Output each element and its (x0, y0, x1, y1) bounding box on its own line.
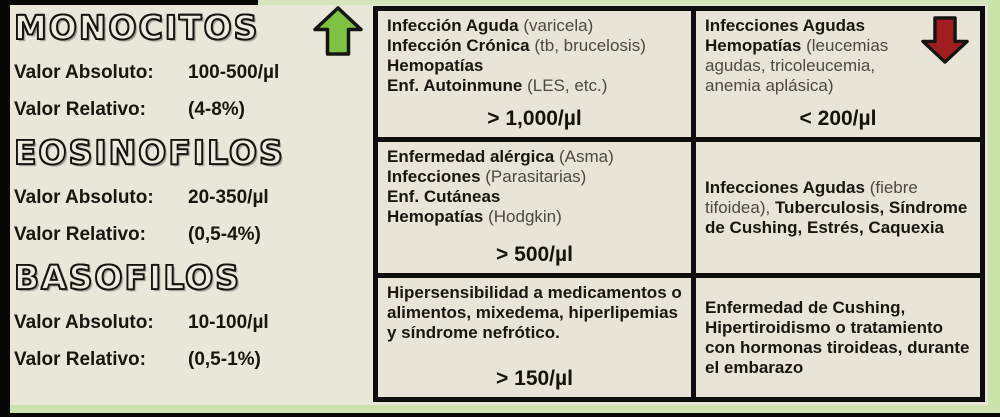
relative-value: (0,5-4%) (188, 224, 261, 245)
increase-arrow-icon (313, 6, 363, 56)
absolute-value-label: Valor Absoluto: (14, 187, 154, 208)
cell-threshold: > 1,000/µl (487, 107, 582, 131)
relative-value-row: Valor Relativo: (0,5-1%) (14, 349, 366, 371)
cell-eosinophils-high: Enfermedad alérgica (Asma) Infecciones (P… (378, 142, 691, 273)
bottom-frame-bar (0, 413, 1000, 417)
cell-lines: Hipersensibilidad a medicamentos o alime… (387, 283, 682, 343)
section-eosinophils: EOSINOFILOS Valor Absoluto: 20-350/µl Va… (13, 132, 366, 246)
absolute-value: 10-100/µl (188, 312, 269, 333)
relative-value-row: Valor Relativo: (4-8%) (14, 99, 366, 121)
absolute-value-row: Valor Absoluto: 20-350/µl (14, 187, 366, 209)
cell-lines: Infecciones Agudas Hemopatías (leucemias … (705, 16, 971, 107)
section-monocytes: MONOCITOS Valor Absoluto: 100-500/µl Val… (13, 7, 366, 121)
absolute-value: 100-500/µl (188, 62, 280, 83)
cell-lines: Enfermedad alérgica (Asma) Infecciones (P… (387, 147, 614, 227)
cell-monocytes-high: Infección Aguda (varicela) Infección Crón… (378, 11, 691, 137)
top-accent-strip (258, 0, 1000, 5)
section-basophils: BASOFILOS Valor Absoluto: 10-100/µl Valo… (13, 257, 366, 371)
left-frame-bar (0, 0, 10, 417)
absolute-value-row: Valor Absoluto: 10-100/µl (14, 312, 366, 334)
cell-lines: Infección Aguda (varicela) Infección Crón… (387, 16, 646, 96)
relative-value-label: Valor Relativo: (14, 349, 146, 370)
cell-basophils-low: Enfermedad de Cushing, Hipertiroidismo o… (696, 278, 980, 397)
absolute-value-row: Valor Absoluto: 100-500/µl (14, 62, 366, 84)
cell-threshold: > 150/µl (496, 367, 573, 391)
relative-value: (0,5-1%) (188, 349, 261, 370)
reference-panel: MONOCITOS Valor Absoluto: 100-500/µl Val… (13, 6, 366, 404)
cell-threshold: > 500/µl (496, 243, 573, 267)
relative-value-label: Valor Relativo: (14, 99, 146, 120)
section-title-monocytes: MONOCITOS (13, 7, 260, 48)
cell-lines: Enfermedad de Cushing, Hipertiroidismo o… (705, 297, 970, 378)
causes-table: Infección Aguda (varicela) Infección Crón… (373, 6, 985, 402)
relative-value: (4-8%) (188, 99, 246, 120)
relative-value-label: Valor Relativo: (14, 224, 146, 245)
section-title-basophils: BASOFILOS (13, 257, 242, 298)
absolute-value-label: Valor Absoluto: (14, 312, 154, 333)
decrease-arrow-icon (919, 16, 971, 64)
relative-value-row: Valor Relativo: (0,5-4%) (14, 224, 366, 246)
top-frame-bar (0, 0, 258, 5)
bottom-accent-strip (0, 405, 1000, 413)
cell-lines: Infecciones Agudas (fiebre tifoidea), Tu… (705, 177, 968, 238)
cell-monocytes-low: Infecciones Agudas Hemopatías (leucemias … (696, 11, 980, 137)
cell-threshold: < 200/µl (799, 107, 877, 131)
right-accent-strip (988, 0, 1000, 417)
section-title-eosinophils: EOSINOFILOS (13, 132, 285, 173)
absolute-value-label: Valor Absoluto: (14, 62, 154, 83)
cell-basophils-high: Hipersensibilidad a medicamentos o alime… (378, 278, 691, 397)
cell-eosinophils-low: Infecciones Agudas (fiebre tifoidea), Tu… (696, 142, 980, 273)
absolute-value: 20-350/µl (188, 187, 269, 208)
